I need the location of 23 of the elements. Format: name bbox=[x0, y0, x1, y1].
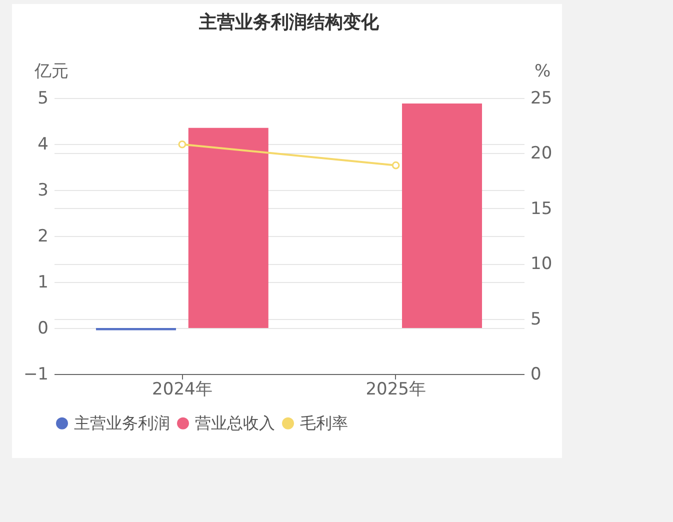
y-tick-label: 0 bbox=[38, 318, 48, 338]
legend-label: 主营业务利润 bbox=[74, 413, 170, 432]
y2-tick-label: 10 bbox=[530, 254, 552, 274]
bar bbox=[188, 128, 268, 328]
y-tick-label: −1 bbox=[23, 364, 48, 384]
y2-tick-label: 25 bbox=[530, 88, 552, 108]
x-tick-label: 2024年 bbox=[152, 380, 212, 400]
y-tick-label: 1 bbox=[38, 272, 48, 292]
y-axis-title: 亿元 bbox=[34, 62, 68, 82]
chart-title: 主营业务利润结构变化 bbox=[198, 12, 380, 33]
legend-label: 毛利率 bbox=[300, 413, 348, 432]
y-tick-label: 4 bbox=[38, 134, 48, 154]
y2-tick-label: 15 bbox=[530, 198, 552, 219]
legend-label: 营业总收入 bbox=[195, 413, 275, 432]
y-tick-label: 5 bbox=[38, 88, 48, 108]
x-tick-label: 2025年 bbox=[366, 380, 426, 400]
y2-tick-label: 20 bbox=[530, 144, 552, 164]
y-tick-label: 2 bbox=[38, 226, 48, 246]
bar bbox=[402, 104, 482, 328]
y2-axis-title: % bbox=[534, 62, 551, 82]
y2-tick-label: 0 bbox=[530, 364, 542, 384]
y-tick-label: 3 bbox=[38, 180, 48, 200]
y2-tick-label: 5 bbox=[530, 309, 542, 330]
